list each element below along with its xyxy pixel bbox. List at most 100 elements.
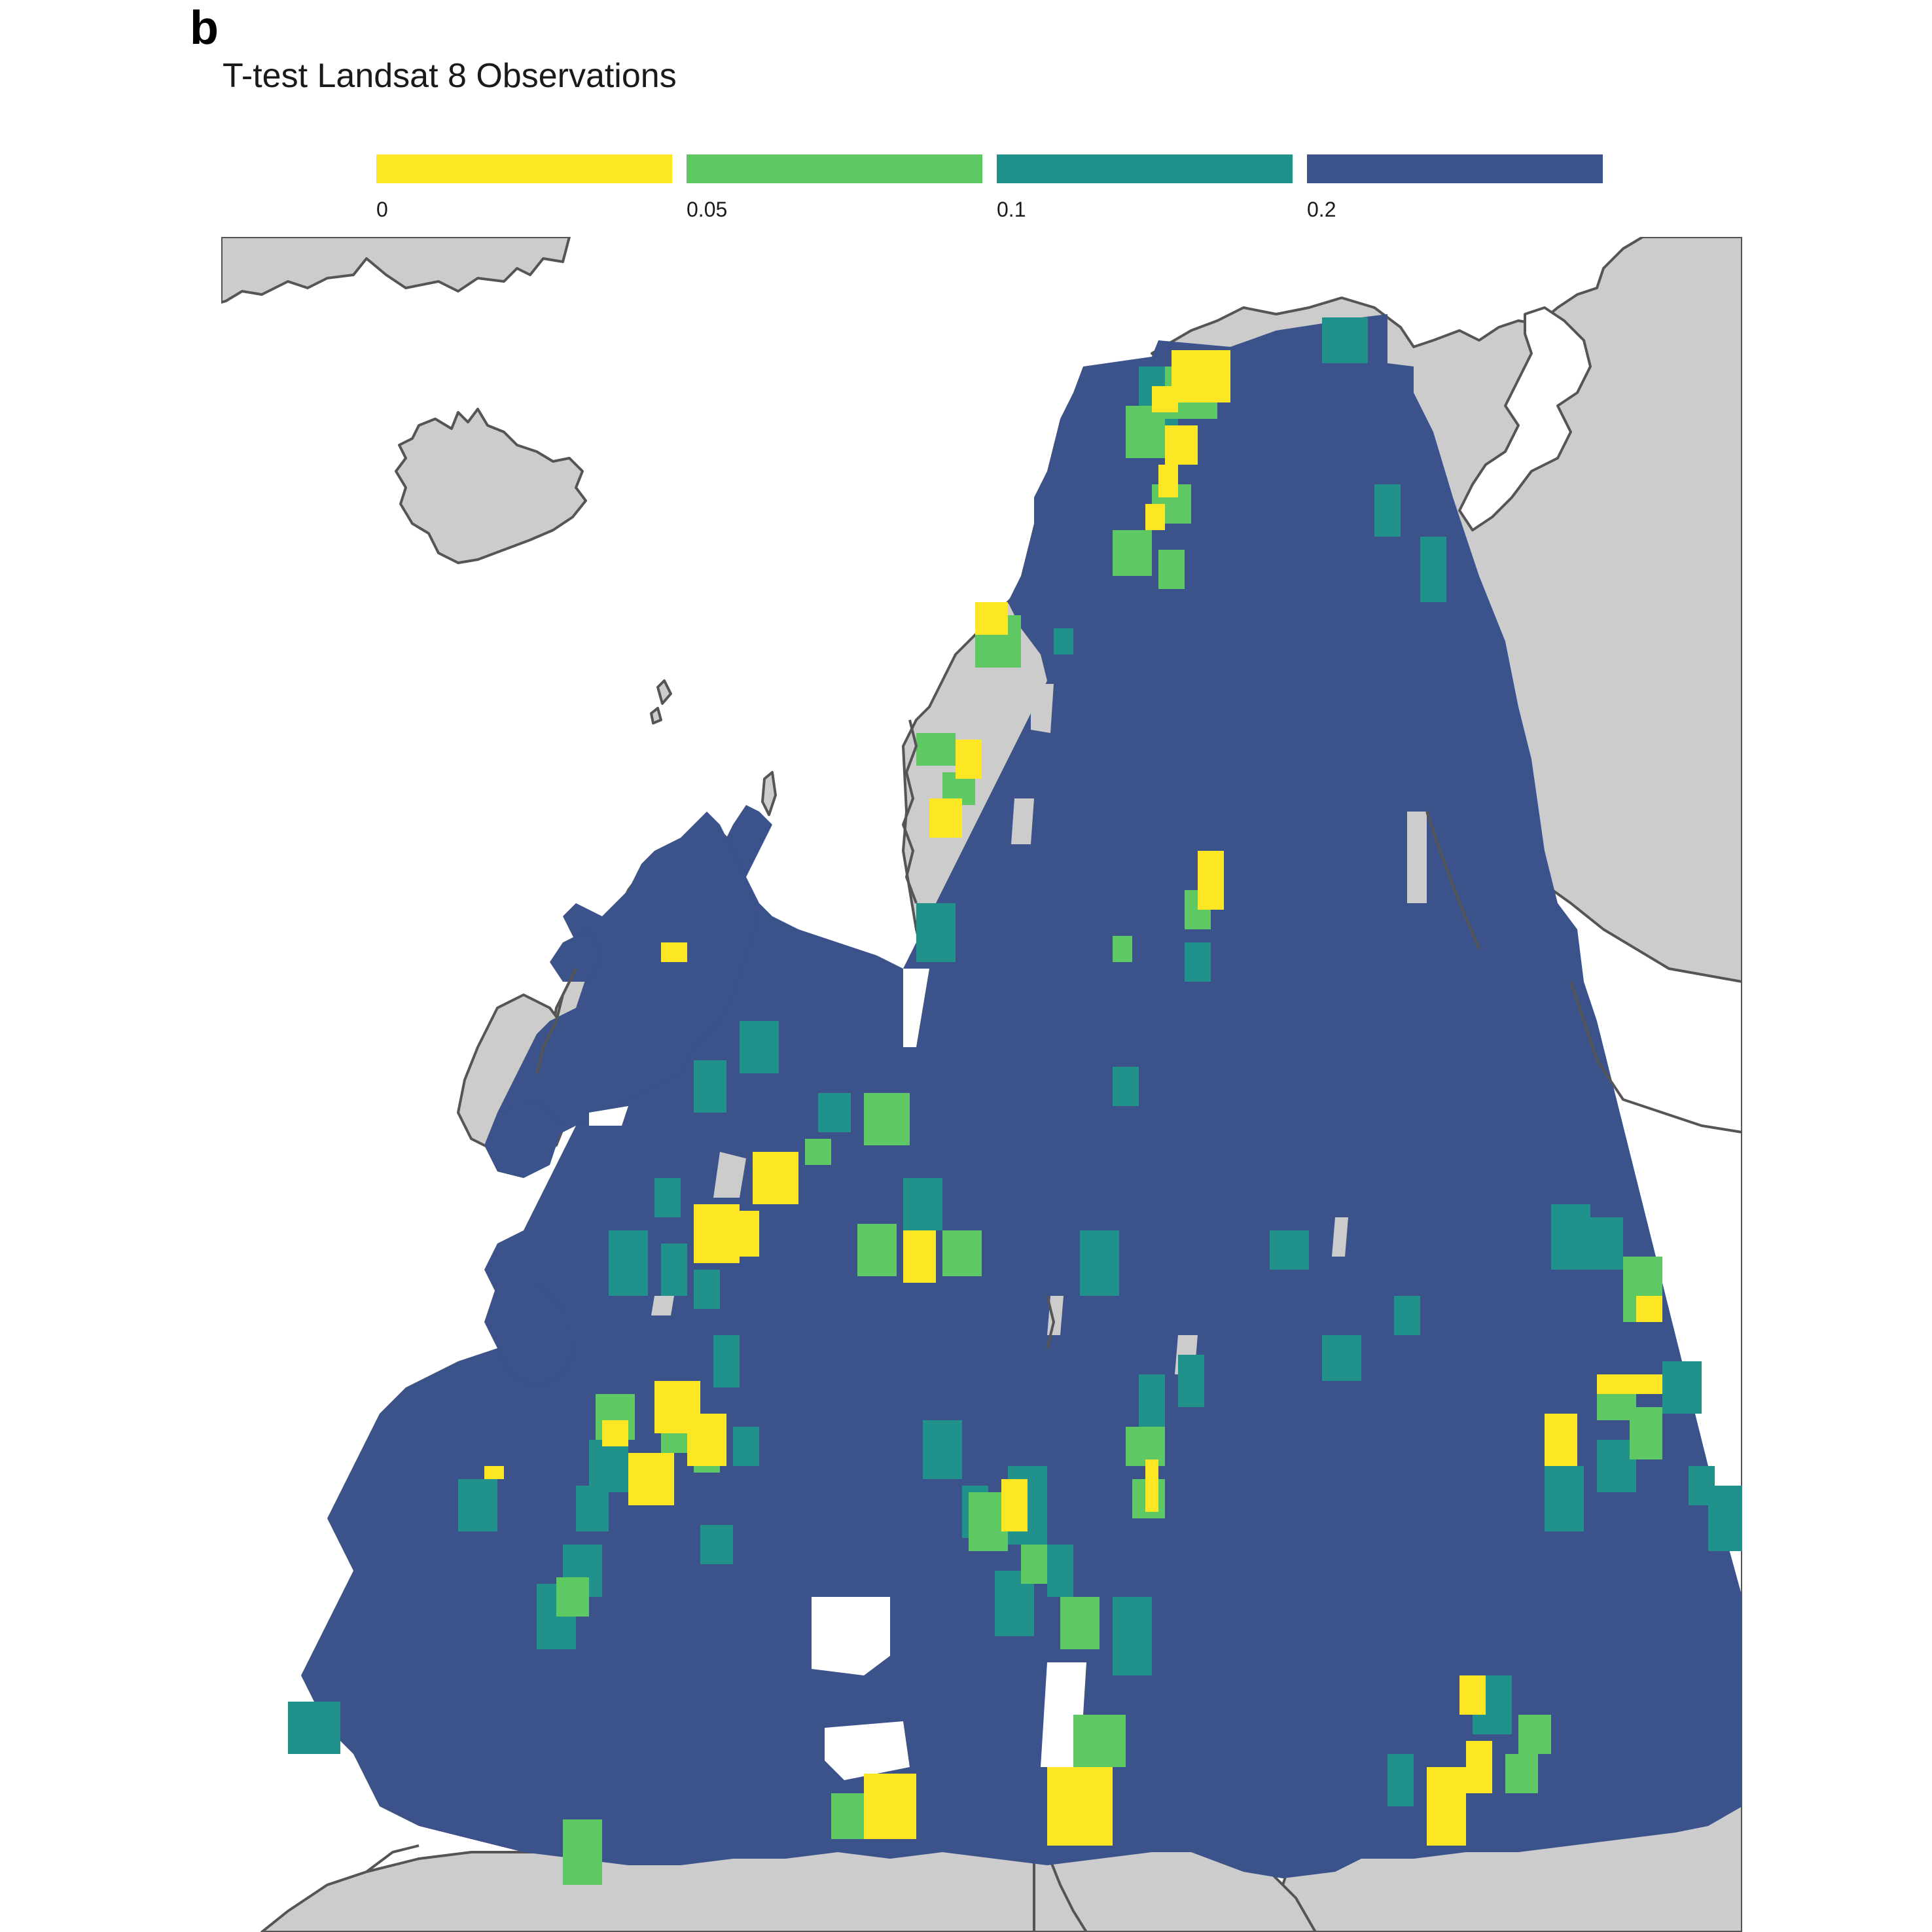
- yellow-patch: [484, 1466, 504, 1479]
- yellow-patch: [1466, 1741, 1492, 1793]
- teal-patch: [1113, 1597, 1152, 1675]
- teal-patch: [1394, 1296, 1420, 1335]
- yellow-patch: [1158, 465, 1178, 497]
- teal-patch: [458, 1479, 497, 1531]
- yellow-patch: [1047, 1767, 1113, 1846]
- yellow-patch: [602, 1420, 628, 1446]
- yellow-patch: [1145, 504, 1165, 530]
- yellow-patch: [1165, 425, 1198, 465]
- yellow-patch: [1427, 1767, 1466, 1846]
- teal-patch: [1584, 1217, 1623, 1270]
- green-patch: [942, 1230, 982, 1276]
- hole-north-sea-2: [825, 1721, 910, 1780]
- green-patch: [916, 733, 956, 766]
- land-gap-denmark: [1047, 1296, 1064, 1335]
- legend-item-2: 0.1: [997, 154, 1293, 222]
- legend-swatch-3: [1307, 154, 1603, 183]
- yellow-patch: [1198, 851, 1224, 910]
- panel-letter: b: [190, 2, 219, 54]
- green-patch: [1021, 1545, 1047, 1584]
- yellow-patch: [687, 1414, 726, 1466]
- yellow-patch: [864, 1774, 916, 1839]
- land-gap-lower: [1332, 1217, 1348, 1257]
- yellow-patch: [975, 602, 1008, 635]
- teal-patch: [916, 903, 956, 962]
- green-patch: [1158, 550, 1185, 589]
- hole-west-coast: [903, 969, 929, 1047]
- teal-patch: [694, 1270, 720, 1309]
- coastline-norway: [902, 719, 918, 904]
- teal-patch: [903, 1178, 942, 1230]
- hole-uk-1: [589, 1106, 628, 1126]
- land-gap-uk-2: [651, 1296, 674, 1315]
- yellow-patch: [1597, 1374, 1662, 1394]
- teal-patch: [1374, 484, 1401, 537]
- legend-label-2: 0.1: [997, 198, 1026, 221]
- teal-patch: [1185, 942, 1211, 982]
- inland-land: [651, 684, 1427, 1374]
- land-gap-norway: [1031, 684, 1054, 733]
- green-patch: [1126, 406, 1165, 458]
- teal-patch: [661, 1243, 687, 1296]
- teal-patch: [1662, 1361, 1702, 1414]
- yellow-patch: [753, 1152, 798, 1204]
- teal-patch: [733, 1427, 759, 1466]
- coastline-finland-inland: [1425, 811, 1480, 950]
- swaths-p0: [484, 350, 1662, 1846]
- map-svg: [221, 237, 1742, 1932]
- teal-patch: [1420, 537, 1446, 602]
- nodata-holes: [589, 969, 1086, 1780]
- white-sea: [1458, 306, 1592, 531]
- legend-swatch-2: [997, 154, 1293, 183]
- teal-patch: [700, 1525, 733, 1564]
- teal-patch: [1387, 1754, 1414, 1806]
- yellow-patch: [1459, 1675, 1486, 1715]
- land-gap-finland: [1407, 812, 1427, 903]
- legend-item-3: 0.2: [1307, 154, 1603, 222]
- greenland-landmass: [221, 237, 571, 304]
- teal-patch: [589, 1440, 628, 1492]
- yellow-patch: [733, 1211, 759, 1257]
- teal-patch: [288, 1702, 340, 1754]
- green-patch: [864, 1093, 910, 1145]
- legend-item-0: 0: [376, 154, 672, 222]
- green-patch: [831, 1793, 864, 1839]
- teal-patch: [1113, 1067, 1139, 1106]
- swath-scotland: [497, 812, 759, 1152]
- yellow-patch: [661, 942, 687, 962]
- legend: 0 0.05 0.1 0.2: [376, 154, 1610, 226]
- yellow-patch: [628, 1453, 674, 1505]
- coastline-uk-west: [535, 968, 577, 1074]
- teal-patch: [1689, 1466, 1715, 1505]
- swath-iceland-sea: [550, 929, 602, 982]
- teal-patch: [1080, 1230, 1119, 1296]
- legend-label-1: 0.05: [687, 198, 728, 221]
- green-patch: [1630, 1407, 1662, 1459]
- teal-patch: [609, 1230, 648, 1296]
- yellow-patch: [1001, 1479, 1028, 1531]
- yellow-patch: [694, 1204, 740, 1263]
- coastline-france: [365, 1844, 420, 1873]
- green-patch: [556, 1577, 589, 1617]
- iceland-landmass: [395, 408, 587, 564]
- teal-patch: [1270, 1230, 1309, 1270]
- yellow-patch: [903, 1230, 936, 1283]
- teal-patch: [923, 1420, 962, 1479]
- teal-patch: [654, 1178, 681, 1217]
- yellow-patch: [1172, 350, 1230, 402]
- green-patch: [1518, 1715, 1551, 1754]
- teal-patch: [1545, 1466, 1584, 1531]
- legend-swatch-1: [687, 154, 982, 183]
- teal-patch: [1178, 1355, 1204, 1407]
- map-panel: [221, 237, 1742, 1932]
- teal-patch: [694, 1060, 726, 1113]
- yellow-patch: [1145, 1459, 1158, 1512]
- teal-patch: [1054, 628, 1073, 654]
- hole-north-sea-1: [812, 1597, 890, 1675]
- shetland-islands: [761, 771, 777, 816]
- yellow-patch: [1545, 1414, 1577, 1466]
- faroe-islands: [650, 679, 672, 724]
- green-patch: [1113, 936, 1132, 962]
- coastline-baltic: [1569, 981, 1742, 1134]
- coastlines: [365, 719, 1742, 1873]
